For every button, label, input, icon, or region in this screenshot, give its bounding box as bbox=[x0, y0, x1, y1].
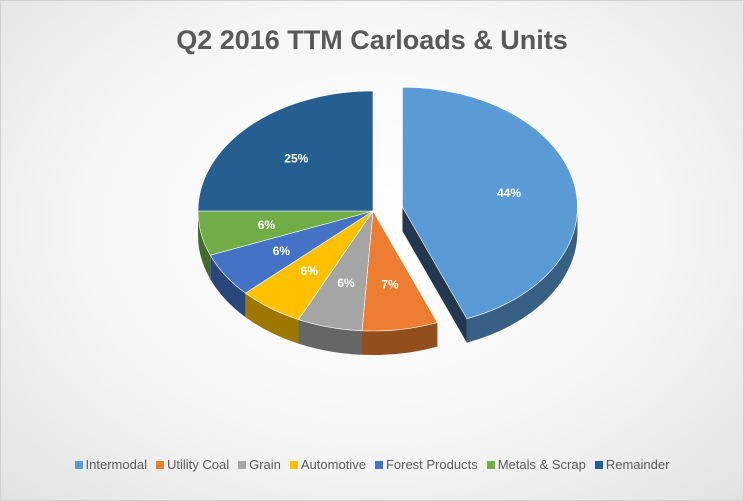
legend-item-metals-scrap[interactable]: Metals & Scrap bbox=[486, 457, 586, 472]
pie-side-intermodal bbox=[466, 207, 578, 343]
pie-label-intermodal: 44% bbox=[497, 186, 521, 200]
pie-side-forest-products bbox=[210, 255, 246, 318]
legend-swatch-utility-coal bbox=[155, 460, 164, 469]
chart-title: Q2 2016 TTM Carloads & Units bbox=[176, 25, 568, 55]
legend-swatch-remainder bbox=[594, 460, 603, 469]
pie-tops bbox=[197, 86, 578, 332]
legend-item-grain[interactable]: Grain bbox=[238, 457, 281, 472]
legend-label-metals-scrap: Metals & Scrap bbox=[497, 457, 586, 472]
legend-label-automotive: Automotive bbox=[300, 457, 366, 472]
pie-label-automotive: 6% bbox=[301, 264, 319, 278]
pie-slice-remainder[interactable] bbox=[197, 90, 374, 212]
pie-cut-face-intermodal-1 bbox=[402, 207, 467, 343]
pie-label-utility-coal: 7% bbox=[381, 278, 399, 292]
pie-label-remainder: 25% bbox=[284, 151, 308, 165]
pie-label-metals-scrap: 6% bbox=[258, 218, 276, 232]
pie-side-utility-coal bbox=[362, 322, 438, 355]
pie-side-automotive bbox=[245, 293, 299, 344]
legend-item-intermodal[interactable]: Intermodal bbox=[74, 457, 147, 472]
legend-swatch-grain bbox=[238, 460, 247, 469]
legend-swatch-intermodal bbox=[74, 460, 83, 469]
legend-swatch-forest-products bbox=[374, 460, 383, 469]
legend-label-intermodal: Intermodal bbox=[85, 457, 147, 472]
chart-legend: Intermodal Utility Coal Grain Automotive For… bbox=[1, 457, 743, 472]
legend-label-grain: Grain bbox=[249, 457, 281, 472]
pie-label-forest-products: 6% bbox=[273, 244, 291, 258]
legend-swatch-automotive bbox=[289, 460, 298, 469]
legend-item-automotive[interactable]: Automotive bbox=[289, 457, 366, 472]
legend-item-forest-products[interactable]: Forest Products bbox=[374, 457, 478, 472]
pie-side-grain bbox=[298, 319, 363, 355]
pie-slice-intermodal[interactable] bbox=[402, 86, 578, 320]
legend-label-forest-products: Forest Products bbox=[385, 457, 478, 472]
legend-label-utility-coal: Utility Coal bbox=[166, 457, 230, 472]
pie-sides bbox=[198, 207, 578, 355]
legend-label-remainder: Remainder bbox=[605, 457, 670, 472]
legend-item-utility-coal[interactable]: Utility Coal bbox=[155, 457, 230, 472]
legend-item-remainder[interactable]: Remainder bbox=[594, 457, 670, 472]
pie-labels: 44% 7% 6% 6% 6% 6% 25% bbox=[258, 151, 522, 291]
legend-swatch-metals-scrap bbox=[486, 460, 495, 469]
pie-side-metals-scrap bbox=[198, 211, 211, 280]
pie-label-grain: 6% bbox=[337, 276, 355, 290]
